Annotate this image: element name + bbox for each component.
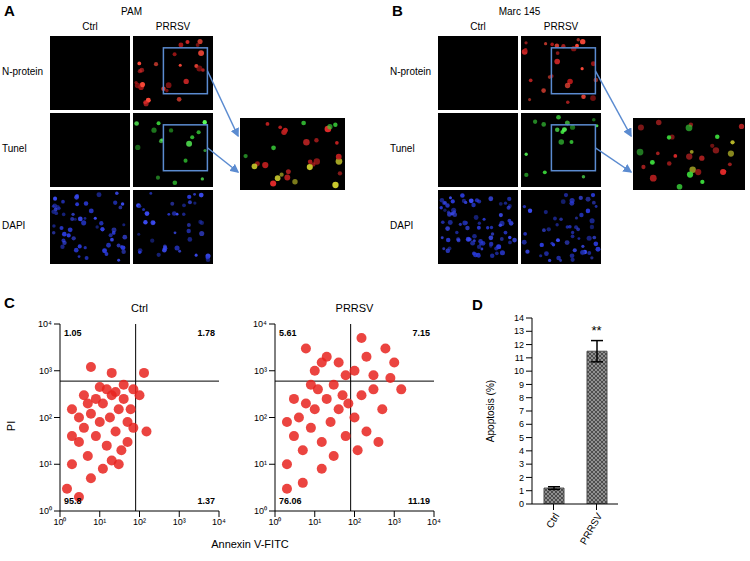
svg-text:6: 6 xyxy=(519,419,524,429)
svg-text:8: 8 xyxy=(519,393,524,403)
svg-text:10²: 10² xyxy=(39,413,52,423)
svg-text:Apoptosis (%): Apoptosis (%) xyxy=(485,380,496,442)
html-text:Ctrl: Ctrl xyxy=(130,302,148,314)
html-text:C: C xyxy=(4,294,15,311)
svg-text:10: 10 xyxy=(514,366,524,376)
html-text:76.06: 76.06 xyxy=(279,496,302,506)
html-text:Tunel: Tunel xyxy=(390,143,415,154)
svg-text:12: 12 xyxy=(514,340,524,350)
html-text:5.61: 5.61 xyxy=(279,328,297,338)
svg-text:Ctrl: Ctrl xyxy=(544,511,561,530)
svg-text:4: 4 xyxy=(519,446,524,456)
html-text:Marc 145: Marc 145 xyxy=(498,6,541,17)
svg-text:1: 1 xyxy=(519,486,524,496)
svg-text:2: 2 xyxy=(519,473,524,483)
html-text:PRRSV: PRRSV xyxy=(335,302,374,314)
svg-text:10²: 10² xyxy=(254,413,267,423)
svg-text:10²: 10² xyxy=(133,517,146,527)
svg-text:**: ** xyxy=(591,323,601,338)
html-text:PRRSV: PRRSV xyxy=(155,21,191,32)
svg-text:10²: 10² xyxy=(348,517,361,527)
svg-text:10¹: 10¹ xyxy=(39,459,52,469)
html-text:11.19: 11.19 xyxy=(408,496,430,506)
html-text:PI: PI xyxy=(5,420,18,432)
svg-text:10¹: 10¹ xyxy=(93,517,106,527)
svg-text:0: 0 xyxy=(519,499,524,509)
svg-text:10³: 10³ xyxy=(254,366,267,376)
html-text:1.78: 1.78 xyxy=(197,328,215,338)
svg-text:7: 7 xyxy=(519,406,524,416)
html-text:Tunel: Tunel xyxy=(2,143,27,154)
svg-text:10⁴: 10⁴ xyxy=(212,517,226,527)
svg-text:13: 13 xyxy=(514,326,524,336)
html-text:N-protein: N-protein xyxy=(2,66,44,77)
svg-text:10¹: 10¹ xyxy=(254,459,267,469)
html-text:N-protein: N-protein xyxy=(390,66,432,77)
html-text:PAM: PAM xyxy=(121,6,142,17)
svg-text:10³: 10³ xyxy=(388,517,401,527)
html-text:Ctrl: Ctrl xyxy=(82,21,98,32)
svg-text:10¹: 10¹ xyxy=(308,517,321,527)
html-text:PRRSV: PRRSV xyxy=(543,21,579,32)
html-text:Annexin V-FITC: Annexin V-FITC xyxy=(211,538,289,550)
html-text:95.8: 95.8 xyxy=(64,496,82,506)
svg-text:10⁴: 10⁴ xyxy=(253,319,267,329)
svg-text:5: 5 xyxy=(519,433,524,443)
svg-text:9: 9 xyxy=(519,380,524,390)
svg-text:3: 3 xyxy=(519,459,524,469)
svg-text:14: 14 xyxy=(514,313,524,323)
html-text:1.37: 1.37 xyxy=(197,496,215,506)
html-text:D: D xyxy=(472,296,483,313)
svg-text:10³: 10³ xyxy=(173,517,186,527)
html-text:Ctrl: Ctrl xyxy=(470,21,486,32)
html-text:1.05: 1.05 xyxy=(64,328,82,338)
svg-text:10⁰: 10⁰ xyxy=(254,506,267,516)
svg-text:10⁴: 10⁴ xyxy=(38,319,52,329)
html-text:A: A xyxy=(4,2,15,19)
html-text:DAPI: DAPI xyxy=(390,220,414,231)
svg-text:PRRSV: PRRSV xyxy=(578,511,605,547)
svg-text:11: 11 xyxy=(515,353,524,363)
html-text:DAPI: DAPI xyxy=(2,220,26,231)
svg-text:10⁴: 10⁴ xyxy=(427,517,441,527)
svg-text:10⁰: 10⁰ xyxy=(39,506,52,516)
html-text:7.15: 7.15 xyxy=(412,328,430,338)
html-text:B: B xyxy=(392,2,403,19)
svg-text:10³: 10³ xyxy=(39,366,52,376)
svg-text:10⁰: 10⁰ xyxy=(268,517,281,527)
svg-text:10⁰: 10⁰ xyxy=(53,517,66,527)
